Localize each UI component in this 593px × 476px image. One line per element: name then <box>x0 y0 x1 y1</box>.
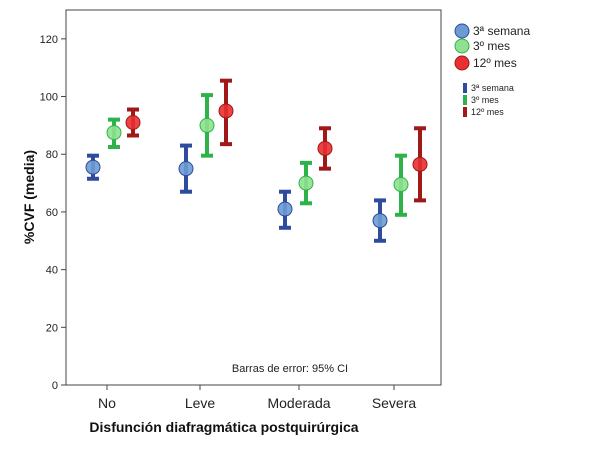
y-tick-label-100: 100 <box>40 92 58 104</box>
x-axis-title: Disfunción diafragmática postquirúrgica <box>89 419 358 435</box>
legend-bar-marker-1 <box>463 95 467 105</box>
legend-bar-label-0: 3ª semana <box>471 83 514 93</box>
legend-label-2: 12º mes <box>473 56 517 70</box>
x-axis: No Leve Moderada Severa <box>98 385 416 411</box>
legend-marker-2 <box>454 55 470 71</box>
x-tick-label-0: No <box>98 395 116 411</box>
point-2-2 <box>317 140 333 156</box>
point-1-1 <box>199 117 215 133</box>
legend-marker-0 <box>454 23 470 39</box>
point-1-3 <box>393 177 409 193</box>
point-1-2 <box>298 175 314 191</box>
data-marks <box>85 78 428 243</box>
plot-area <box>65 9 442 386</box>
legend-bar-marker-2 <box>463 107 467 117</box>
y-axis-title: %CVF (media) <box>21 150 37 244</box>
x-tick-label-3: Severa <box>372 395 417 411</box>
legend-label-0: 3ª semana <box>473 24 530 38</box>
legend-marker-1 <box>454 38 470 54</box>
error-bar-note: Barras de error: 95% CI <box>232 363 348 375</box>
y-axis: 0 20 40 60 80 100 120 <box>40 34 66 392</box>
x-tick-label-1: Leve <box>185 395 216 411</box>
point-1-0 <box>106 125 122 141</box>
point-0-2 <box>277 201 293 217</box>
point-2-3 <box>412 156 428 172</box>
legend-bar-label-1: 3º mes <box>471 95 499 105</box>
point-2-0 <box>125 115 141 130</box>
y-tick-label-0: 0 <box>52 380 58 392</box>
legend-label-1: 3º mes <box>473 39 510 53</box>
point-0-0 <box>85 159 101 175</box>
point-2-1 <box>218 103 234 119</box>
legend-bar-marker-0 <box>463 83 467 93</box>
y-tick-label-40: 40 <box>46 265 58 277</box>
legend-bar-label-2: 12º mes <box>471 107 504 117</box>
y-tick-label-60: 60 <box>46 207 58 219</box>
point-0-1 <box>178 161 194 177</box>
y-tick-label-120: 120 <box>40 34 58 46</box>
point-0-3 <box>372 213 388 229</box>
x-tick-label-2: Moderada <box>267 395 330 411</box>
y-tick-label-80: 80 <box>46 149 58 161</box>
y-tick-label-20: 20 <box>46 322 58 334</box>
